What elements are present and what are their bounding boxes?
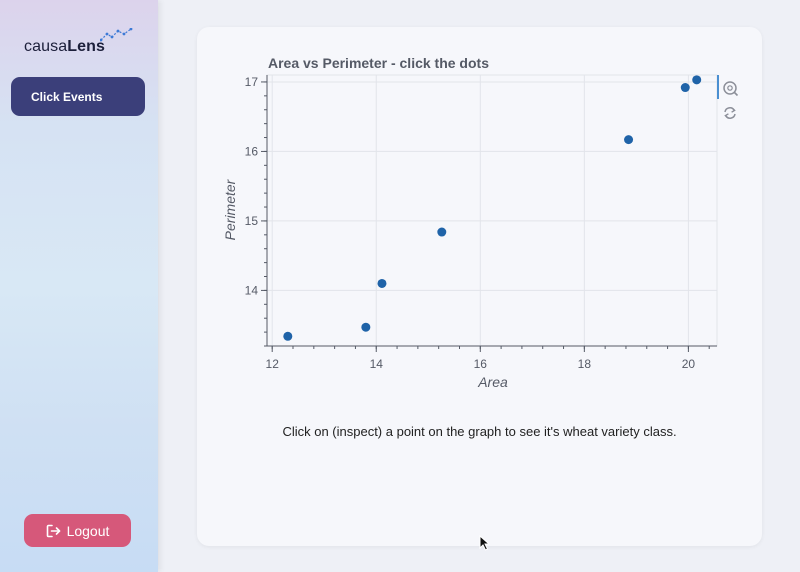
- x-tick-label: 20: [682, 357, 696, 371]
- y-tick-label: 14: [245, 283, 259, 297]
- y-axis-label: Perimeter: [222, 178, 238, 240]
- nav-click-events-label: Click Events: [31, 89, 103, 104]
- y-tick-label: 17: [245, 75, 259, 89]
- chart-grid: [267, 75, 717, 346]
- chart-card: Area vs Perimeter - click the dots 12 14 1…: [197, 27, 762, 546]
- scatter-point[interactable]: [692, 75, 702, 85]
- x-tick-label: 14: [370, 357, 384, 371]
- x-tick-label: 18: [578, 357, 592, 371]
- scatter-point[interactable]: [437, 227, 447, 237]
- scatter-point[interactable]: [361, 322, 371, 332]
- wheel-zoom-icon[interactable]: [723, 81, 739, 97]
- reset-icon[interactable]: [724, 107, 736, 119]
- mouse-cursor-icon: [479, 535, 491, 551]
- x-axis-label: Area: [477, 374, 508, 390]
- logo-text: causaLens: [24, 38, 105, 55]
- x-tick-label: 16: [474, 357, 488, 371]
- nav-click-events-button[interactable]: Click Events: [11, 77, 145, 116]
- scatter-point[interactable]: [624, 135, 634, 145]
- sidebar: causaLens Click Events Logout: [0, 0, 158, 572]
- scatter-point[interactable]: [377, 278, 387, 288]
- logout-label: Logout: [66, 522, 110, 539]
- chart-points: [283, 75, 702, 341]
- logo-chart-icon: [100, 28, 133, 42]
- y-tick-label: 15: [245, 214, 259, 228]
- scatter-point[interactable]: [680, 83, 690, 93]
- chart-title: Area vs Perimeter - click the dots: [268, 55, 489, 71]
- scatter-point[interactable]: [283, 331, 293, 341]
- logout-button[interactable]: Logout: [24, 514, 131, 547]
- x-tick-label: 12: [266, 357, 280, 371]
- chart-axes: 12 14 16 18 20 14 15 16 17: [245, 75, 717, 371]
- y-tick-label: 16: [245, 144, 259, 158]
- instruction-text: Click on (inspect) a point on the graph …: [282, 424, 677, 439]
- plot-frame: [266, 74, 718, 347]
- causalens-logo: causaLens: [24, 28, 144, 58]
- scatter-plot[interactable]: Area vs Perimeter - click the dots 12 14 1…: [197, 27, 762, 407]
- logout-icon: [46, 524, 61, 538]
